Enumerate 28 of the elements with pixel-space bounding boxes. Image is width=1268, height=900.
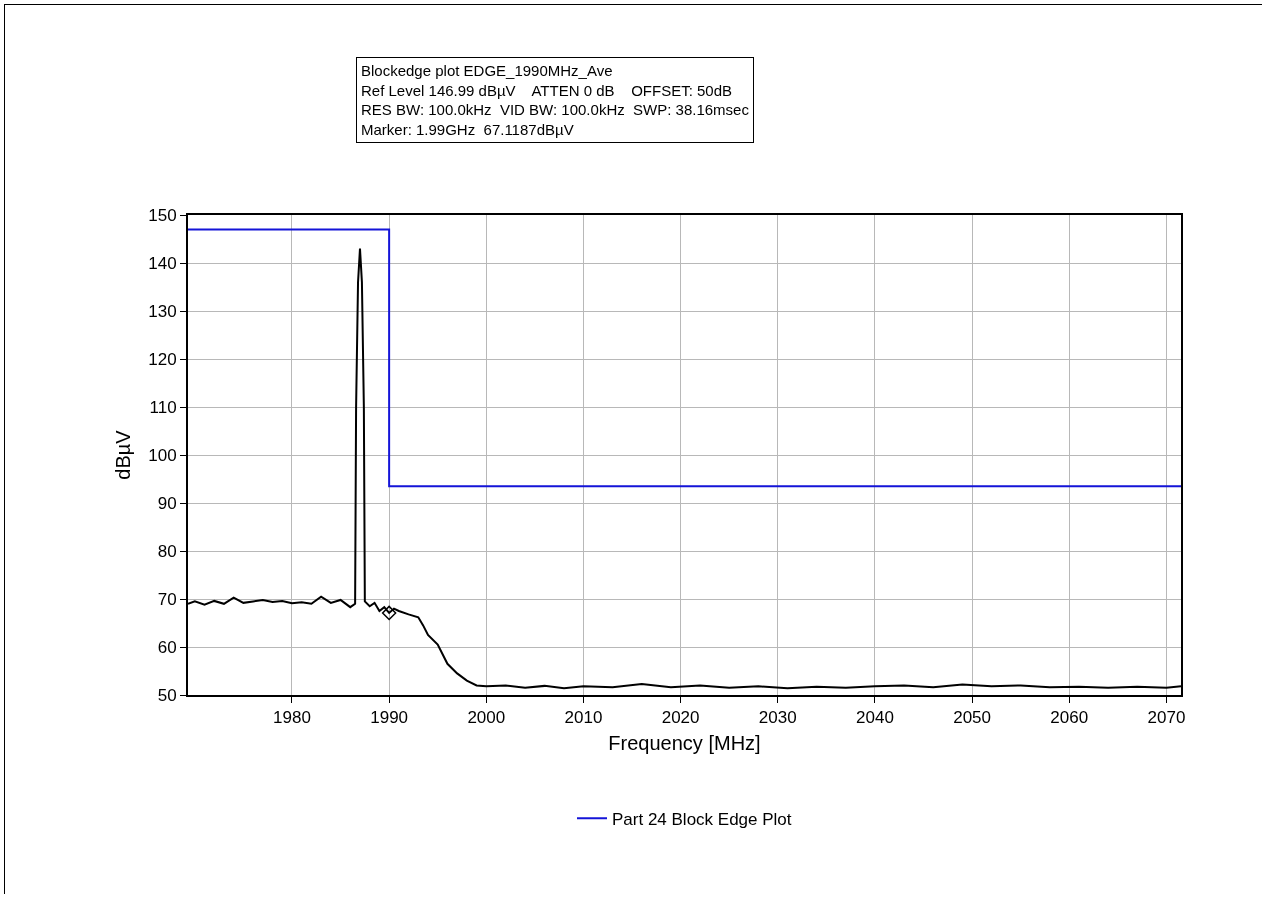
legend-label: Part 24 Block Edge Plot — [612, 809, 792, 829]
text: RES BW: 100.0kHz VID BW: 100.0kHz SWP: 38.16msec — [361, 101, 750, 118]
y-tick-label: 60 — [157, 637, 177, 657]
y-tick-label: 80 — [157, 541, 177, 561]
x-tick-label: 2020 — [661, 708, 700, 728]
x-tick-label: 2010 — [564, 708, 603, 728]
x-tick-label: 2040 — [856, 708, 894, 728]
y-tick-label: 120 — [148, 349, 177, 369]
y-tick-label: 70 — [157, 589, 177, 609]
x-axis-title: Frequency [MHz] — [608, 732, 761, 755]
x-tick-label: 2060 — [1050, 708, 1089, 728]
x-tick-label: 2000 — [467, 708, 506, 728]
x-tick-label: 2050 — [953, 708, 992, 728]
x-tick-label: 1990 — [370, 708, 409, 728]
x-tick-label: 1980 — [273, 708, 311, 728]
x-tick-label: 2070 — [1147, 708, 1186, 728]
text: Ref Level 146.99 dBµV ATTEN 0 dB OFFSET: 50dB — [361, 81, 733, 99]
y-tick-label: 90 — [157, 493, 177, 513]
y-tick-label: 100 — [148, 445, 177, 465]
y-tick-label: 110 — [149, 397, 177, 417]
y-tick-label: 150 — [148, 205, 177, 225]
text: Marker: 1.99GHz 67.1187dBµV — [361, 120, 574, 138]
text: Blockedge plot EDGE_1990MHz_Ave — [361, 62, 613, 79]
y-axis-title: dBµV — [112, 429, 135, 480]
y-tick-label: 140 — [148, 253, 177, 273]
x-tick-label: 2030 — [758, 708, 797, 728]
y-tick-label: 50 — [157, 685, 177, 705]
y-tick-label: 130 — [148, 301, 177, 321]
